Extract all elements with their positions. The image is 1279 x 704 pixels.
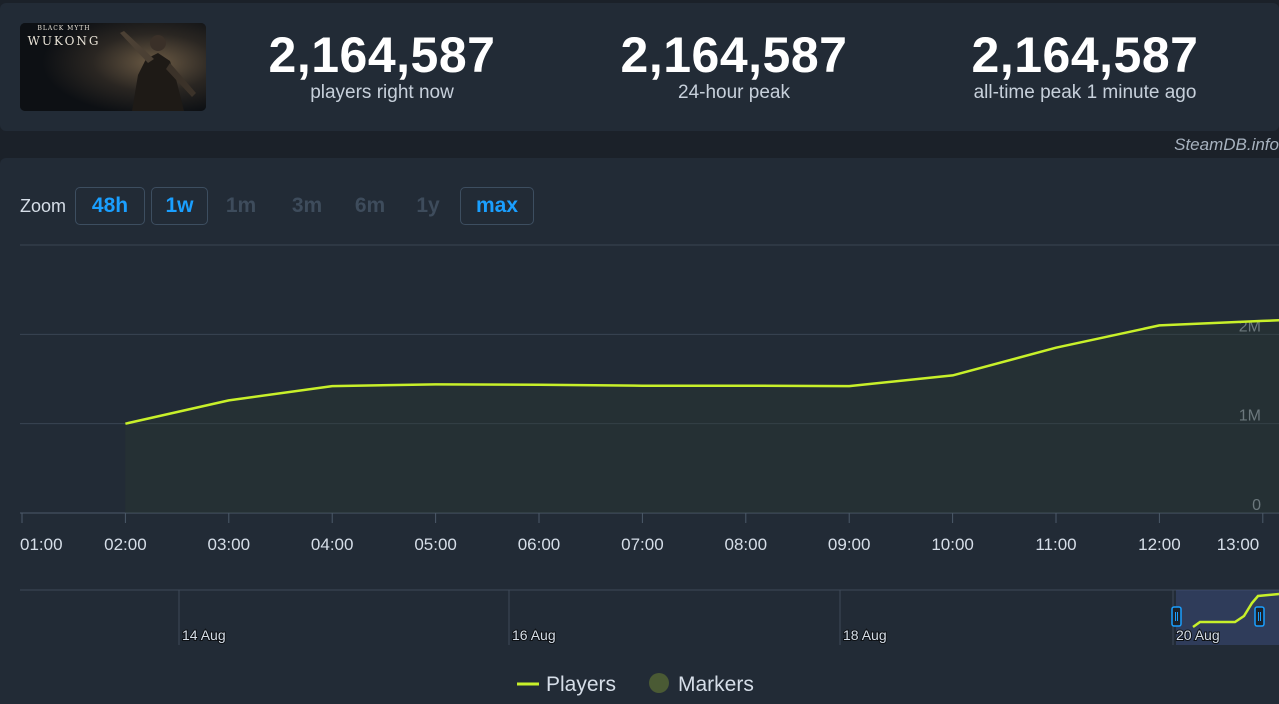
players-area — [125, 320, 1279, 513]
stat-value: 2,164,587 — [620, 27, 848, 83]
y-tick-label: 1M — [1239, 408, 1261, 425]
chart-legend: Players Markers — [517, 673, 754, 696]
stat-value: 2,164,587 — [268, 27, 496, 83]
x-tick-label: 13:00 — [1217, 535, 1260, 554]
x-tick-label: 09:00 — [828, 535, 871, 554]
x-tick-label: 06:00 — [518, 535, 561, 554]
navigator-handle[interactable] — [1171, 606, 1182, 627]
x-tick-label: 07:00 — [621, 535, 664, 554]
zoom-1w-button[interactable]: 1w — [151, 187, 208, 225]
x-tick-label: 04:00 — [311, 535, 354, 554]
navigator-handle[interactable] — [1254, 606, 1265, 627]
x-tick-label: 01:00 — [20, 535, 63, 554]
x-axis: 01:00 02:00 03:00 04:00 05:00 06:00 07:00 08:00… — [20, 513, 1264, 554]
zoom-1m-button[interactable]: 1m — [225, 194, 257, 217]
x-tick-label: 02:00 — [104, 535, 147, 554]
game-thumbnail[interactable] — [20, 23, 206, 111]
zoom-label: Zoom — [20, 196, 67, 216]
x-tick-label: 03:00 — [208, 535, 251, 554]
chart-grid — [20, 244, 1279, 514]
stat-value: 2,164,587 — [971, 27, 1199, 83]
game-logo-small: BLACK MYTH — [37, 25, 91, 32]
y-tick-label: 0 — [1252, 497, 1261, 514]
zoom-1y-button[interactable]: 1y — [416, 194, 440, 217]
x-tick-label: 08:00 — [725, 535, 768, 554]
stat-label: players right now — [310, 82, 454, 103]
x-tick-label: 10:00 — [931, 535, 974, 554]
legend-markers-swatch — [649, 673, 669, 693]
legend-markers-label[interactable]: Markers — [678, 673, 754, 696]
x-tick-label: 11:00 — [1035, 535, 1076, 554]
stats-bar: BLACK MYTH WUKONG 2,164,587 players righ… — [0, 3, 1279, 131]
navigator-date-label: 20 Aug — [1176, 627, 1220, 643]
navigator-date-label: 14 Aug — [182, 627, 226, 643]
stat-label: 24-hour peak — [678, 82, 790, 103]
navigator-date-label: 16 Aug — [512, 627, 556, 643]
zoom-max-button[interactable]: max — [460, 187, 534, 225]
game-logo-big: WUKONG — [27, 34, 101, 48]
stat-current-players: 2,164,587 players right now — [222, 29, 542, 104]
game-artwork — [20, 23, 206, 111]
navigator-series-line — [1192, 592, 1279, 629]
chart-panel — [0, 158, 1279, 704]
navigator-date-label: 18 Aug — [843, 627, 887, 643]
steamdb-brand[interactable]: SteamDB.info — [1174, 135, 1279, 154]
players-series-line — [125, 319, 1279, 425]
x-tick-label: 12:00 — [1138, 535, 1181, 554]
zoom-48h-button[interactable]: 48h — [75, 187, 145, 225]
zoom-6m-button[interactable]: 6m — [354, 194, 386, 217]
zoom-3m-button[interactable]: 3m — [291, 194, 323, 217]
x-tick-label: 05:00 — [414, 535, 457, 554]
game-logo: BLACK MYTH WUKONG — [20, 25, 108, 48]
stat-24h-peak: 2,164,587 24-hour peak — [574, 29, 894, 104]
stat-all-time-peak: 2,164,587 all-time peak 1 minute ago — [925, 29, 1245, 104]
stat-label: all-time peak 1 minute ago — [973, 82, 1197, 103]
legend-players-label[interactable]: Players — [546, 673, 616, 696]
navigator[interactable]: 14 Aug 16 Aug 18 Aug 20 Aug — [20, 589, 1279, 645]
